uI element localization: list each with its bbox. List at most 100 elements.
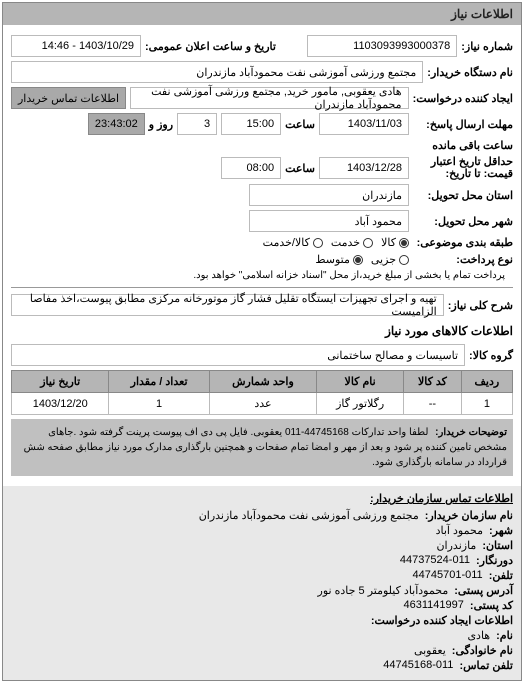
cv-5: محمودآباد کیلومتر 5 جاده نور bbox=[318, 584, 449, 597]
time2-label: ساعت bbox=[285, 162, 315, 175]
row-province: استان محل تحویل: مازندران bbox=[11, 184, 513, 206]
radio-size-0-label: جزیی bbox=[371, 253, 396, 266]
radio-cat-1-label: خدمت bbox=[331, 236, 360, 249]
cat-label: طبقه بندی موضوعی: bbox=[413, 236, 513, 249]
row-category: طبقه بندی موضوعی: کالا خدمت کالا/خدمت bbox=[11, 236, 513, 249]
radio-cat-2[interactable]: کالا/خدمت bbox=[263, 236, 323, 249]
deadline-send-label: مهلت ارسال پاسخ: bbox=[413, 118, 513, 131]
info-panel: اطلاعات نیاز شماره نیاز: 110309399300037… bbox=[2, 2, 522, 681]
deadline-time2: 08:00 bbox=[221, 157, 281, 179]
radio-size-0[interactable]: جزیی bbox=[371, 253, 409, 266]
th-4: تعداد / مقدار bbox=[109, 371, 209, 393]
contact-row: استان:مازندران bbox=[11, 539, 513, 552]
paytype-text: پرداخت تمام یا بخشی از مبلغ خرید،از محل … bbox=[193, 270, 505, 281]
th-0: ردیف bbox=[461, 371, 512, 393]
province-label: استان محل تحویل: bbox=[413, 189, 513, 202]
cat-radio-group: کالا خدمت کالا/خدمت bbox=[263, 236, 409, 249]
radio-dot-icon bbox=[353, 255, 363, 265]
goods-section-title: اطلاعات کالاهای مورد نیاز bbox=[11, 322, 513, 340]
row-req-no: شماره نیاز: 1103093993000378 تاریخ و ساع… bbox=[11, 35, 513, 57]
deadline-date2: 1403/12/28 bbox=[319, 157, 409, 179]
creator-contact-button[interactable]: اطلاعات تماس خریدار bbox=[11, 87, 126, 109]
th-3: واحد شمارش bbox=[209, 371, 317, 393]
ck-10: تلفن تماس: bbox=[459, 659, 513, 672]
creator-label: ایجاد کننده درخواست: bbox=[413, 92, 513, 105]
row-city: شهر محل تحویل: محمود آباد bbox=[11, 210, 513, 232]
city-label: شهر محل تحویل: bbox=[413, 215, 513, 228]
province-value: مازندران bbox=[249, 184, 409, 206]
pub-date-value: 1403/10/29 - 14:46 bbox=[11, 35, 141, 57]
row-need-title: شرح کلی نیاز: تهیه و اجرای تجهیزات ایستگ… bbox=[11, 294, 513, 316]
radio-cat-0-label: کالا bbox=[381, 236, 396, 249]
pub-date-label: تاریخ و ساعت اعلان عمومی: bbox=[145, 40, 276, 53]
panel-title: اطلاعات نیاز bbox=[3, 3, 521, 25]
contact-row: دورنگار: 44737524-011 bbox=[11, 554, 513, 567]
row-goods-group: گروه کالا: تاسیسات و مصالح ساختمانی bbox=[11, 344, 513, 366]
td-2: رگلاتور گاز bbox=[317, 393, 404, 415]
divider bbox=[11, 287, 513, 288]
cv-6: 4631141997 bbox=[404, 599, 464, 612]
td-3: عدد bbox=[209, 393, 317, 415]
ck-8: نام: bbox=[496, 629, 513, 642]
radio-size-1[interactable]: متوسط bbox=[315, 253, 363, 266]
th-5: تاریخ نیاز bbox=[12, 371, 109, 393]
td-4: 1 bbox=[109, 393, 209, 415]
row-deadline-end: حداقل تاریخ اعتبار قیمت: تا تاریخ: 1403/… bbox=[11, 156, 513, 180]
ck-1: شهر: bbox=[489, 524, 513, 537]
goods-group-label: گروه کالا: bbox=[469, 349, 513, 362]
deadline-count: 3 bbox=[177, 113, 217, 135]
contact-row: تلفن تماس: 44745168-011 bbox=[11, 659, 513, 672]
ck-6: کد پستی: bbox=[470, 599, 513, 612]
th-2: نام کالا bbox=[317, 371, 404, 393]
contact-row: کد پستی: 4631141997 bbox=[11, 599, 513, 612]
radio-cat-2-label: کالا/خدمت bbox=[263, 236, 310, 249]
goods-table: ردیف کد کالا نام کالا واحد شمارش تعداد /… bbox=[11, 370, 513, 415]
cv-1: محمود آباد bbox=[436, 524, 483, 537]
time1-label: ساعت bbox=[285, 118, 315, 131]
ck-0: نام سازمان خریدار: bbox=[425, 509, 513, 522]
buyer-note: توضیحات خریدار: لطفا واحد تدارکات 447451… bbox=[11, 419, 513, 476]
cv-10: 44745168-011 bbox=[383, 659, 453, 672]
cv-0: مجتمع ورزشی آموزشی نفت محمودآباد مازندرا… bbox=[199, 509, 419, 522]
th-1: کد کالا bbox=[404, 371, 462, 393]
ck-9: نام خانوادگی: bbox=[452, 644, 513, 657]
req-no-label: شماره نیاز: bbox=[461, 40, 513, 53]
ck-5: آدرس پستی: bbox=[454, 584, 513, 597]
table-header-row: ردیف کد کالا نام کالا واحد شمارش تعداد /… bbox=[12, 371, 513, 393]
radio-dot-icon bbox=[399, 255, 409, 265]
contact-heading: اطلاعات تماس سازمان خریدار: bbox=[11, 492, 513, 505]
req-no-value: 1103093993000378 bbox=[307, 35, 457, 57]
size-radio-group: جزیی متوسط bbox=[315, 253, 409, 266]
need-title-label: شرح کلی نیاز: bbox=[448, 299, 513, 312]
ck-2: استان: bbox=[482, 539, 513, 552]
deadline-end-label: حداقل تاریخ اعتبار قیمت: تا تاریخ: bbox=[413, 156, 513, 180]
count-label: روز و bbox=[149, 118, 173, 131]
cv-9: یعقوبی bbox=[414, 644, 446, 657]
td-5: 1403/12/20 bbox=[12, 393, 109, 415]
td-0: 1 bbox=[461, 393, 512, 415]
row-creator: ایجاد کننده درخواست: هادی یعقوبی, مامور … bbox=[11, 87, 513, 109]
ck-3: دورنگار: bbox=[476, 554, 513, 567]
buyer-dev-value: مجتمع ورزشی آموزشی نفت محمودآباد مازندرا… bbox=[11, 61, 423, 83]
creator-value: هادی یعقوبی, مامور خرید, مجتمع ورزشی آمو… bbox=[130, 87, 409, 109]
goods-group-value: تاسیسات و مصالح ساختمانی bbox=[11, 344, 465, 366]
row-buyer-dev: نام دستگاه خریدار: مجتمع ورزشی آموزشی نف… bbox=[11, 61, 513, 83]
need-title-value: تهیه و اجرای تجهیزات ایستگاه تقلیل فشار … bbox=[11, 294, 444, 316]
td-1: -- bbox=[404, 393, 462, 415]
radio-size-1-label: متوسط bbox=[315, 253, 350, 266]
contact-row: آدرس پستی: محمودآباد کیلومتر 5 جاده نور bbox=[11, 584, 513, 597]
contact-row: شهر: محمود آباد bbox=[11, 524, 513, 537]
city-value: محمود آباد bbox=[249, 210, 409, 232]
cv-8: هادی bbox=[467, 629, 490, 642]
cv-3: 44737524-011 bbox=[400, 554, 470, 567]
row-deadline-send: مهلت ارسال پاسخ: 1403/11/03 ساعت 15:00 3… bbox=[11, 113, 513, 152]
contact-row: نام خانوادگی: یعقوبی bbox=[11, 644, 513, 657]
contact-row: نام سازمان خریدار: مجتمع ورزشی آموزشی نفت… bbox=[11, 509, 513, 522]
remain-label: ساعت باقی مانده bbox=[432, 139, 513, 152]
table-row: 1 -- رگلاتور گاز عدد 1 1403/12/20 bbox=[12, 393, 513, 415]
buyer-note-label: توضیحات خریدار: bbox=[435, 425, 507, 440]
deadline-remain: 23:43:02 bbox=[88, 113, 145, 135]
contact-row: اطلاعات ایجاد کننده درخواست: bbox=[11, 614, 513, 627]
radio-cat-1[interactable]: خدمت bbox=[331, 236, 373, 249]
radio-cat-0[interactable]: کالا bbox=[381, 236, 409, 249]
